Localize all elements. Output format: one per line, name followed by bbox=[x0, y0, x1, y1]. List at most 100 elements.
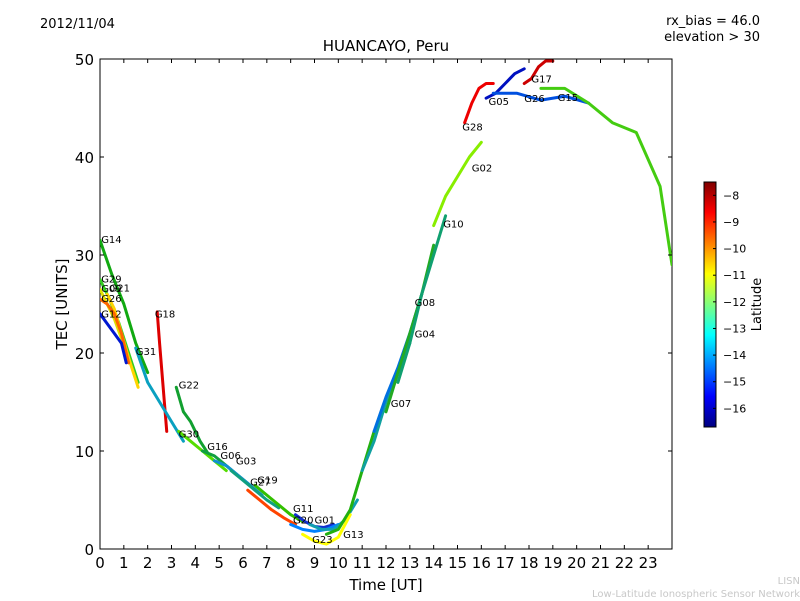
y-tick-label: 0 bbox=[84, 541, 94, 559]
satellite-label-g19: G19 bbox=[257, 475, 277, 486]
series-g26 bbox=[491, 91, 591, 105]
colorbar-tick-label: −9 bbox=[723, 216, 739, 229]
x-tick-label: 5 bbox=[214, 554, 224, 572]
y-tick-label: 50 bbox=[75, 51, 94, 69]
x-tick-label: 19 bbox=[543, 554, 562, 572]
series-g20 bbox=[289, 523, 340, 533]
satellite-label-g06: G06 bbox=[220, 451, 240, 462]
x-tick-label: 6 bbox=[238, 554, 248, 572]
x-tick-label: 23 bbox=[639, 554, 658, 572]
colorbar-label: Latitude bbox=[750, 278, 765, 332]
x-tick-label: 9 bbox=[310, 554, 320, 572]
satellite-label-g04: G04 bbox=[415, 329, 435, 340]
series-g22 bbox=[174, 385, 212, 458]
colorbar-tick-label: −8 bbox=[723, 189, 739, 202]
x-tick-label: 1 bbox=[119, 554, 129, 572]
x-tick-label: 21 bbox=[591, 554, 610, 572]
series-g27 bbox=[246, 488, 297, 526]
x-tick-label: 22 bbox=[615, 554, 634, 572]
series-g26 bbox=[100, 297, 131, 365]
satellite-label-g11: G11 bbox=[293, 504, 313, 515]
colorbar-tick-label: −11 bbox=[723, 269, 746, 282]
credit-lisn: LISN bbox=[777, 576, 800, 587]
x-tick-label: 8 bbox=[286, 554, 296, 572]
credit-text: LISN Low-Latitude Ionospheric Sensor Net… bbox=[592, 575, 800, 601]
satellite-label-g02: G02 bbox=[472, 164, 492, 175]
satellite-label-g13: G13 bbox=[343, 530, 363, 541]
x-tick-label: 13 bbox=[400, 554, 419, 572]
colorbar-tick-label: −16 bbox=[723, 402, 746, 415]
plot-area bbox=[99, 58, 673, 550]
satellite-label-g03: G03 bbox=[236, 457, 256, 468]
colorbar-tick-label: −13 bbox=[723, 322, 746, 335]
satellite-label-g15: G15 bbox=[558, 93, 578, 104]
series-g31 bbox=[134, 346, 185, 443]
x-tick-label: 15 bbox=[448, 554, 467, 572]
satellite-label-g16: G16 bbox=[207, 442, 227, 453]
date-label: 2012/11/04 bbox=[40, 17, 115, 32]
series-g19 bbox=[253, 483, 305, 524]
satellite-label-g28: G28 bbox=[462, 123, 482, 134]
satellite-label-g12: G12 bbox=[101, 310, 121, 321]
x-tick-label: 17 bbox=[496, 554, 515, 572]
x-tick-label: 18 bbox=[519, 554, 538, 572]
satellite-label-g23: G23 bbox=[312, 535, 332, 546]
series-g05 bbox=[484, 67, 526, 100]
satellite-label-g14: G14 bbox=[101, 235, 121, 246]
series-g28 bbox=[463, 82, 495, 125]
series-g02 bbox=[432, 140, 483, 228]
x-tick-label: 0 bbox=[95, 554, 105, 572]
x-tick-label: 11 bbox=[353, 554, 372, 572]
y-tick-label: 20 bbox=[75, 345, 94, 363]
satellite-label-g09: G09 bbox=[101, 284, 121, 295]
x-tick-label: 4 bbox=[191, 554, 201, 572]
chart-title: HUANCAYO, Peru bbox=[322, 37, 450, 55]
satellite-label-g27: G27 bbox=[250, 477, 270, 488]
x-axis-label: Time [UT] bbox=[348, 576, 422, 594]
x-tick-label: 12 bbox=[376, 554, 395, 572]
satellite-label-g30: G30 bbox=[179, 429, 199, 440]
satellite-label-g07: G07 bbox=[391, 399, 411, 410]
satellite-label-g05: G05 bbox=[488, 97, 508, 108]
series-g10 bbox=[396, 214, 448, 384]
satellite-label-g17: G17 bbox=[531, 75, 551, 86]
satellite-label-g08: G08 bbox=[415, 298, 435, 309]
series-g14 bbox=[100, 238, 150, 375]
colorbar-tick-label: −10 bbox=[723, 243, 746, 256]
satellite-label-g29: G29 bbox=[101, 274, 121, 285]
x-tick-label: 14 bbox=[424, 554, 443, 572]
rx-bias-info: rx_bias = 46.0 elevation > 30 bbox=[664, 14, 760, 46]
colorbar-tick-label: −14 bbox=[723, 349, 746, 362]
x-tick-label: 20 bbox=[567, 554, 586, 572]
y-tick-label: 10 bbox=[75, 443, 94, 461]
series-group bbox=[100, 59, 672, 546]
satellite-label-g26: G26 bbox=[101, 294, 121, 305]
colorbar bbox=[703, 181, 717, 428]
rx-bias-label: rx_bias = 46.0 bbox=[666, 14, 760, 29]
series-g23 bbox=[301, 513, 352, 546]
series-g17 bbox=[522, 59, 555, 85]
series-g12 bbox=[100, 312, 128, 365]
satellite-label-g26: G26 bbox=[524, 94, 544, 105]
credit-network: Low-Latitude Ionospheric Sensor Network bbox=[592, 589, 800, 600]
y-axis-label: TEC [UNITS] bbox=[53, 259, 71, 351]
series-g15 bbox=[539, 86, 672, 267]
satellite-label-g10: G10 bbox=[443, 220, 463, 231]
series-g03 bbox=[229, 469, 281, 510]
y-tick-label: 40 bbox=[75, 149, 94, 167]
colorbar-tick-label: −15 bbox=[723, 376, 746, 389]
satellite-label-g31: G31 bbox=[136, 347, 156, 358]
colorbar-tick-label: −12 bbox=[723, 296, 746, 309]
satellite-label-g21: G21 bbox=[110, 283, 130, 294]
x-tick-label: 2 bbox=[143, 554, 153, 572]
x-tick-label: 16 bbox=[472, 554, 491, 572]
x-tick-label: 10 bbox=[329, 554, 348, 572]
satellite-label-g22: G22 bbox=[179, 380, 199, 391]
satellite-label-g20: G20 bbox=[293, 516, 313, 527]
satellite-label-g01: G01 bbox=[315, 516, 335, 527]
x-tick-label: 3 bbox=[167, 554, 177, 572]
elevation-label: elevation > 30 bbox=[664, 30, 760, 45]
x-tick-label: 7 bbox=[262, 554, 272, 572]
y-tick-label: 30 bbox=[75, 247, 94, 265]
